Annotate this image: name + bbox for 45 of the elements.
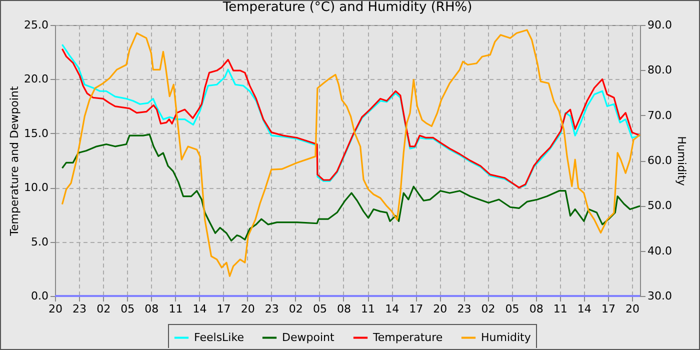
x-tick-label: 17	[216, 302, 231, 316]
x-tick-label: 11	[168, 302, 183, 316]
y-tick-label: 5.0	[31, 235, 48, 248]
x-tick-label: 08	[529, 302, 544, 316]
x-tick-label: 02	[481, 302, 496, 316]
x-tick-label: 20	[433, 302, 448, 316]
legend-label: FeelsLike	[194, 330, 244, 344]
x-tick-label: 23	[264, 302, 279, 316]
y2-tick-label: 30.0	[648, 290, 672, 302]
x-tick-label: 02	[288, 302, 303, 316]
x-tick-label: 05	[120, 302, 135, 316]
x-tick-label: 17	[409, 302, 424, 316]
y2-tick-label: 40.0	[648, 244, 672, 258]
x-tick-label: 14	[385, 302, 400, 316]
y2-tick-label: 90.0	[648, 18, 672, 32]
legend-label: Dewpoint	[282, 330, 335, 344]
x-tick-label: 14	[577, 302, 592, 316]
y2-tick-label: 70.0	[648, 108, 672, 122]
x-tick-label: 05	[505, 302, 520, 316]
y2-tick-label: 80.0	[648, 64, 672, 77]
y2-axis-title: Humidity	[674, 136, 688, 186]
x-tick-label: 05	[312, 302, 327, 316]
y-tick-label: 0.0	[31, 290, 48, 302]
legend-label: Temperature	[372, 330, 443, 344]
y2-tick-label: 50.0	[648, 199, 672, 212]
x-tick-label: 20	[48, 302, 62, 316]
y-axis-title: Temperature and Dewpoint	[8, 85, 22, 237]
x-tick-label: 02	[96, 302, 111, 316]
x-tick-label: 11	[361, 302, 376, 316]
x-tick-label: 11	[553, 302, 568, 316]
y-tick-label: 25.0	[24, 18, 48, 32]
x-tick-label: 14	[192, 302, 207, 316]
y-tick-label: 10.0	[24, 181, 48, 194]
y-tick-label: 15.0	[24, 126, 48, 140]
x-tick-label: 23	[457, 302, 472, 316]
y-tick-label: 20.0	[24, 72, 48, 86]
x-tick-label: 23	[72, 302, 87, 316]
x-tick-label: 20	[625, 302, 640, 316]
x-tick-label: 08	[144, 302, 159, 316]
x-tick-label: 20	[240, 302, 255, 316]
legend-label: Humidity	[481, 330, 532, 344]
x-tick-label: 17	[601, 302, 616, 316]
chart-title: Temperature (°C) and Humidity (RH%)	[222, 0, 472, 15]
y2-tick-label: 60.0	[648, 154, 672, 167]
x-tick-label: 08	[336, 302, 351, 316]
